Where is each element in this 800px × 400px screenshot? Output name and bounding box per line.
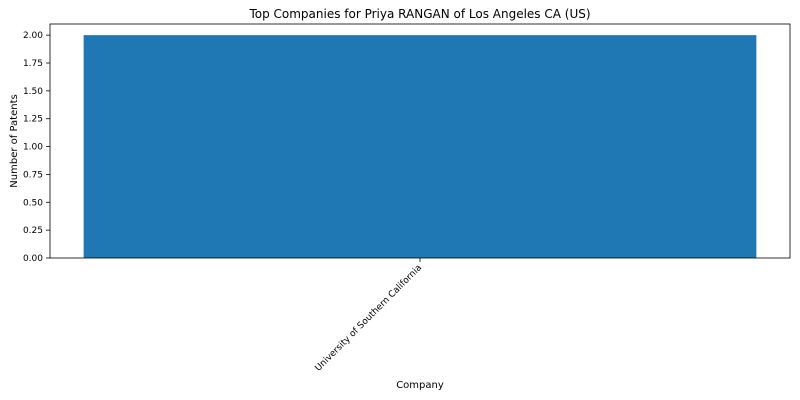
y-tick-label: 1.50 (23, 87, 43, 97)
x-tick-label: University of Southern California (314, 263, 425, 374)
y-tick-label: 2.00 (23, 31, 43, 41)
bar (84, 35, 757, 258)
y-axis: 0.00 0.25 0.50 0.75 1.00 1.25 1.50 1.75 2.00 (23, 31, 50, 264)
y-tick-label: 0.75 (23, 170, 43, 180)
chart-title: Top Companies for Priya RANGAN of Los An… (248, 7, 590, 21)
x-axis: University of Southern California (314, 258, 425, 374)
y-tick-label: 1.25 (23, 115, 43, 125)
y-tick-label: 0.25 (23, 226, 43, 236)
y-tick-label: 0.50 (23, 198, 43, 208)
bars-group (84, 35, 757, 258)
y-tick-label: 1.00 (23, 143, 43, 153)
y-axis-label: Number of Patents (9, 94, 20, 187)
y-tick-label: 1.75 (23, 59, 43, 69)
y-tick-label: 0.00 (23, 254, 43, 264)
x-axis-label: Company (396, 380, 444, 391)
